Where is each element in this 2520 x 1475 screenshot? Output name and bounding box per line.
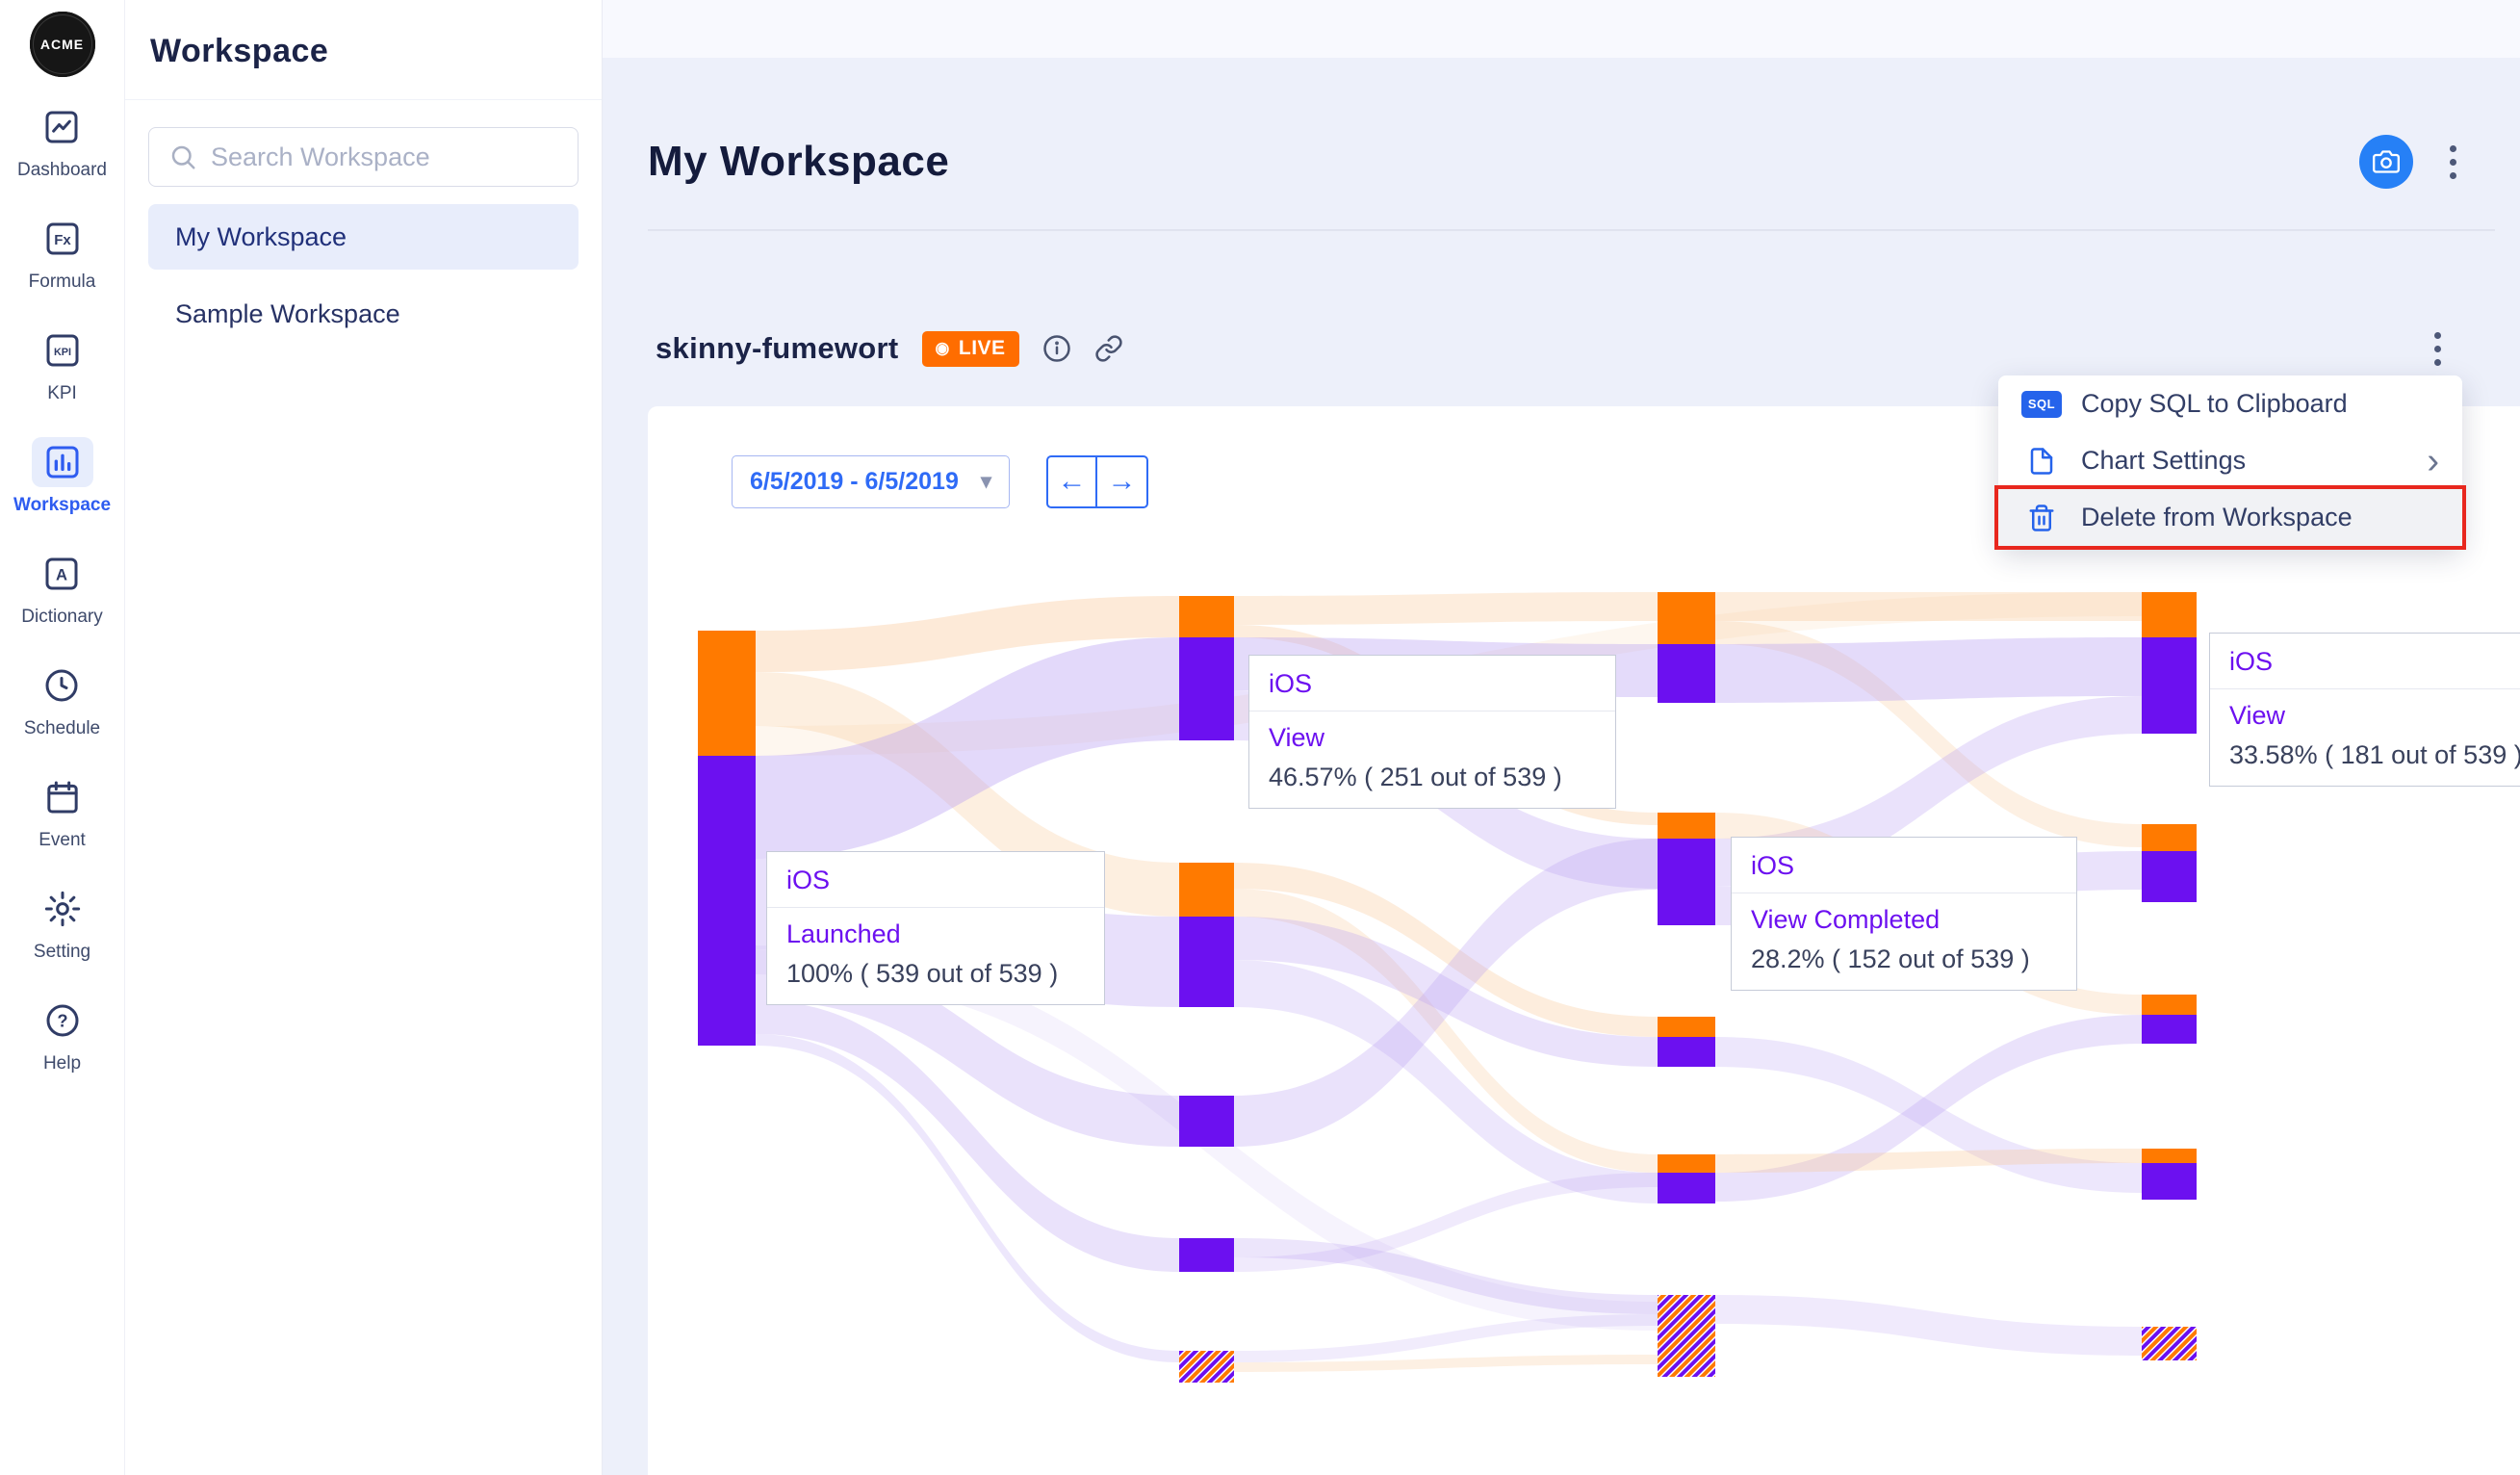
sidebar-item-dictionary[interactable]: A Dictionary <box>21 549 103 628</box>
menu-item-copy-sql[interactable]: SQL Copy SQL to Clipboard <box>1998 375 2462 432</box>
sidebar-item-workspace[interactable]: Workspace <box>13 437 111 516</box>
prev-date-button[interactable]: ← <box>1046 454 1097 508</box>
sidebar-item-label: Event <box>39 830 86 850</box>
sidebar-item-label: Formula <box>28 272 96 292</box>
help-icon: ? <box>32 996 93 1046</box>
sidebar-item-label: Schedule <box>23 718 101 738</box>
sidebar-item-label: Help <box>42 1053 82 1074</box>
chart-settings-icon <box>2021 447 2062 476</box>
live-badge: ◉ LIVE <box>921 330 1019 367</box>
dashboard-icon <box>31 102 92 152</box>
right-arrow-icon: → <box>1107 465 1137 497</box>
page-title: My Workspace <box>648 138 950 185</box>
formula-icon: Fx <box>32 214 93 264</box>
workspace-list: My Workspace Sample Workspace <box>148 204 579 347</box>
setting-icon <box>32 884 93 934</box>
next-date-button[interactable]: → <box>1097 454 1148 508</box>
sidebar-item-formula[interactable]: Fx Formula <box>28 214 96 293</box>
tooltip-value: 28.2% ( 152 out of 539 ) <box>1751 944 2030 973</box>
sidebar-item-dashboard[interactable]: Dashboard <box>17 102 107 181</box>
live-dot-icon: ◉ <box>935 339 950 357</box>
chart-context-menu: SQL Copy SQL to Clipboard Chart Settings… <box>1994 375 2466 550</box>
header-divider <box>648 229 2495 231</box>
main-content: My Workspace skinny-fumewort ◉ LIVE <box>603 58 2520 1475</box>
live-badge-label: LIVE <box>958 336 1006 359</box>
svg-text:KPI: KPI <box>53 347 70 358</box>
tooltip-source: iOS <box>767 852 1104 908</box>
search-box[interactable] <box>148 127 579 187</box>
date-controls: 6/5/2019 - 6/5/2019 ▾ ← → <box>732 454 1148 508</box>
chart-tooltip: iOS View 33.58% ( 181 out of 539 ) <box>2209 632 2520 787</box>
chart-tooltip: iOS View 46.57% ( 251 out of 539 ) <box>1248 654 1616 809</box>
icon-sidebar: ACME Dashboard Fx Formula KPI KPI Worksp… <box>0 0 125 1475</box>
workspace-panel: Workspace My Workspace Sample Workspace <box>125 0 603 1475</box>
info-icon[interactable] <box>1042 334 1071 363</box>
main-area: My Workspace skinny-fumewort ◉ LIVE <box>603 0 2520 1475</box>
chart-header: skinny-fumewort ◉ LIVE <box>656 323 2451 375</box>
workspace-list-item-sample-workspace[interactable]: Sample Workspace <box>148 281 579 347</box>
workspace-item-label: My Workspace <box>175 221 347 251</box>
search-icon <box>168 142 197 171</box>
menu-item-label: Chart Settings <box>2081 446 2247 475</box>
sidebar-item-label: Workspace <box>13 495 112 515</box>
tooltip-source: iOS <box>2210 634 2520 689</box>
submenu-chevron-icon: › <box>2427 440 2439 481</box>
svg-text:A: A <box>56 566 67 584</box>
sidebar-item-label: Dictionary <box>21 607 103 627</box>
sql-icon: SQL <box>2021 390 2062 418</box>
sidebar-item-help[interactable]: ? Help <box>32 996 93 1074</box>
sidebar-item-setting[interactable]: Setting <box>32 884 93 963</box>
chart-card: 6/5/2019 - 6/5/2019 ▾ ← → <box>648 405 2520 1475</box>
workspace-icon <box>31 437 93 487</box>
tooltip-value: 33.58% ( 181 out of 539 ) <box>2229 739 2520 769</box>
tooltip-source: iOS <box>1732 838 2076 893</box>
sidebar-item-event[interactable]: Event <box>32 772 93 851</box>
main-header: My Workspace <box>603 58 2520 229</box>
svg-text:?: ? <box>57 1011 67 1031</box>
menu-item-chart-settings[interactable]: Chart Settings › <box>1998 432 2462 489</box>
menu-item-label: Delete from Workspace <box>2081 503 2353 531</box>
camera-icon <box>2373 148 2400 175</box>
workspace-item-label: Sample Workspace <box>175 298 400 328</box>
tooltip-event: View <box>1269 722 1325 752</box>
dictionary-icon: A <box>31 549 92 599</box>
trash-icon <box>2021 504 2062 532</box>
svg-text:Fx: Fx <box>54 232 71 248</box>
sidebar-item-label: KPI <box>47 383 77 403</box>
tooltip-event: View <box>2229 700 2286 730</box>
chart-tooltip: iOS View Completed 28.2% ( 152 out of 53… <box>1731 836 2077 991</box>
acme-logo: ACME <box>29 12 95 77</box>
workspace-list-item-my-workspace[interactable]: My Workspace <box>148 204 579 270</box>
tooltip-value: 100% ( 539 out of 539 ) <box>786 958 1059 988</box>
chevron-down-icon: ▾ <box>980 469 991 493</box>
date-range-picker[interactable]: 6/5/2019 - 6/5/2019 ▾ <box>732 454 1010 508</box>
date-step-buttons: ← → <box>1046 454 1148 508</box>
event-icon <box>32 772 93 822</box>
panel-title: Workspace <box>125 0 602 100</box>
search-input[interactable] <box>211 142 558 172</box>
link-icon[interactable] <box>1094 334 1123 363</box>
menu-item-delete-from-workspace[interactable]: Delete from Workspace <box>1994 485 2466 550</box>
sidebar-item-schedule[interactable]: Schedule <box>24 660 100 739</box>
menu-item-label: Copy SQL to Clipboard <box>2081 389 2348 418</box>
sidebar-item-kpi[interactable]: KPI KPI <box>32 325 93 404</box>
workspace-kebab-menu[interactable] <box>2440 136 2466 189</box>
header-actions <box>2359 135 2466 189</box>
chart-tooltip: iOS Launched 100% ( 539 out of 539 ) <box>766 850 1105 1005</box>
tooltip-source: iOS <box>1249 656 1615 712</box>
chart-title: skinny-fumewort <box>656 331 899 365</box>
kpi-icon: KPI <box>32 325 93 375</box>
left-arrow-icon: ← <box>1057 465 1087 497</box>
screenshot-button[interactable] <box>2359 135 2413 189</box>
date-range-value: 6/5/2019 - 6/5/2019 <box>750 467 959 495</box>
tooltip-event: View Completed <box>1751 904 1941 934</box>
tooltip-value: 46.57% ( 251 out of 539 ) <box>1269 762 1562 791</box>
chart-kebab-menu[interactable] <box>2425 323 2451 375</box>
tooltip-event: Launched <box>786 919 901 948</box>
sidebar-item-label: Setting <box>33 942 91 962</box>
schedule-icon <box>31 660 92 711</box>
sidebar-item-label: Dashboard <box>17 160 107 180</box>
